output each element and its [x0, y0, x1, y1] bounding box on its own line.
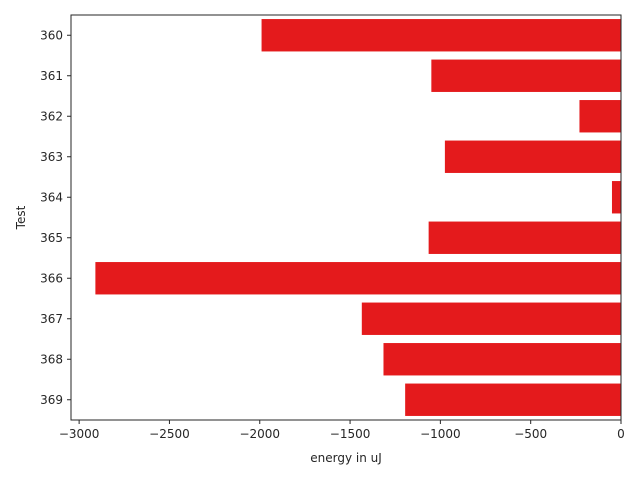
bar-363	[444, 140, 621, 173]
y-tick-label-360: 360	[40, 28, 63, 42]
bar-369	[405, 383, 621, 416]
y-tick-label-362: 362	[40, 109, 63, 123]
bar-361	[431, 59, 621, 92]
x-tick-label: −2000	[239, 427, 280, 441]
bar-360	[261, 19, 621, 52]
y-tick-label-365: 365	[40, 231, 63, 245]
x-tick-label: −1500	[330, 427, 371, 441]
y-tick-label-361: 361	[40, 69, 63, 83]
plot-frame	[70, 14, 622, 421]
y-tick-label-367: 367	[40, 312, 63, 326]
bar-366	[95, 262, 622, 295]
bars-group	[95, 19, 622, 416]
x-ticks: −3000 −2500 −2000 −1500 −1000 −500 0	[59, 420, 625, 441]
bar-365	[428, 221, 621, 254]
x-axis-label: energy in uJ	[310, 451, 382, 465]
y-tick-label-368: 368	[40, 352, 63, 366]
x-tick-label: −2500	[149, 427, 190, 441]
y-tick-label-364: 364	[40, 190, 63, 204]
bar-364	[611, 181, 621, 214]
y-tick-label-366: 366	[40, 271, 63, 285]
y-tick-labels: 360 361 362 363 364 365 366 367 368 369	[40, 28, 71, 407]
y-tick-label-369: 369	[40, 393, 63, 407]
y-axis-label: Test	[14, 205, 28, 230]
x-tick-label: −500	[514, 427, 547, 441]
bar-368	[383, 343, 621, 376]
x-tick-label: −3000	[59, 427, 100, 441]
y-tick-label-363: 363	[40, 150, 63, 164]
bar-362	[579, 100, 621, 133]
bar-367	[361, 302, 621, 335]
x-tick-label: 0	[617, 427, 625, 441]
x-tick-label: −1000	[420, 427, 461, 441]
